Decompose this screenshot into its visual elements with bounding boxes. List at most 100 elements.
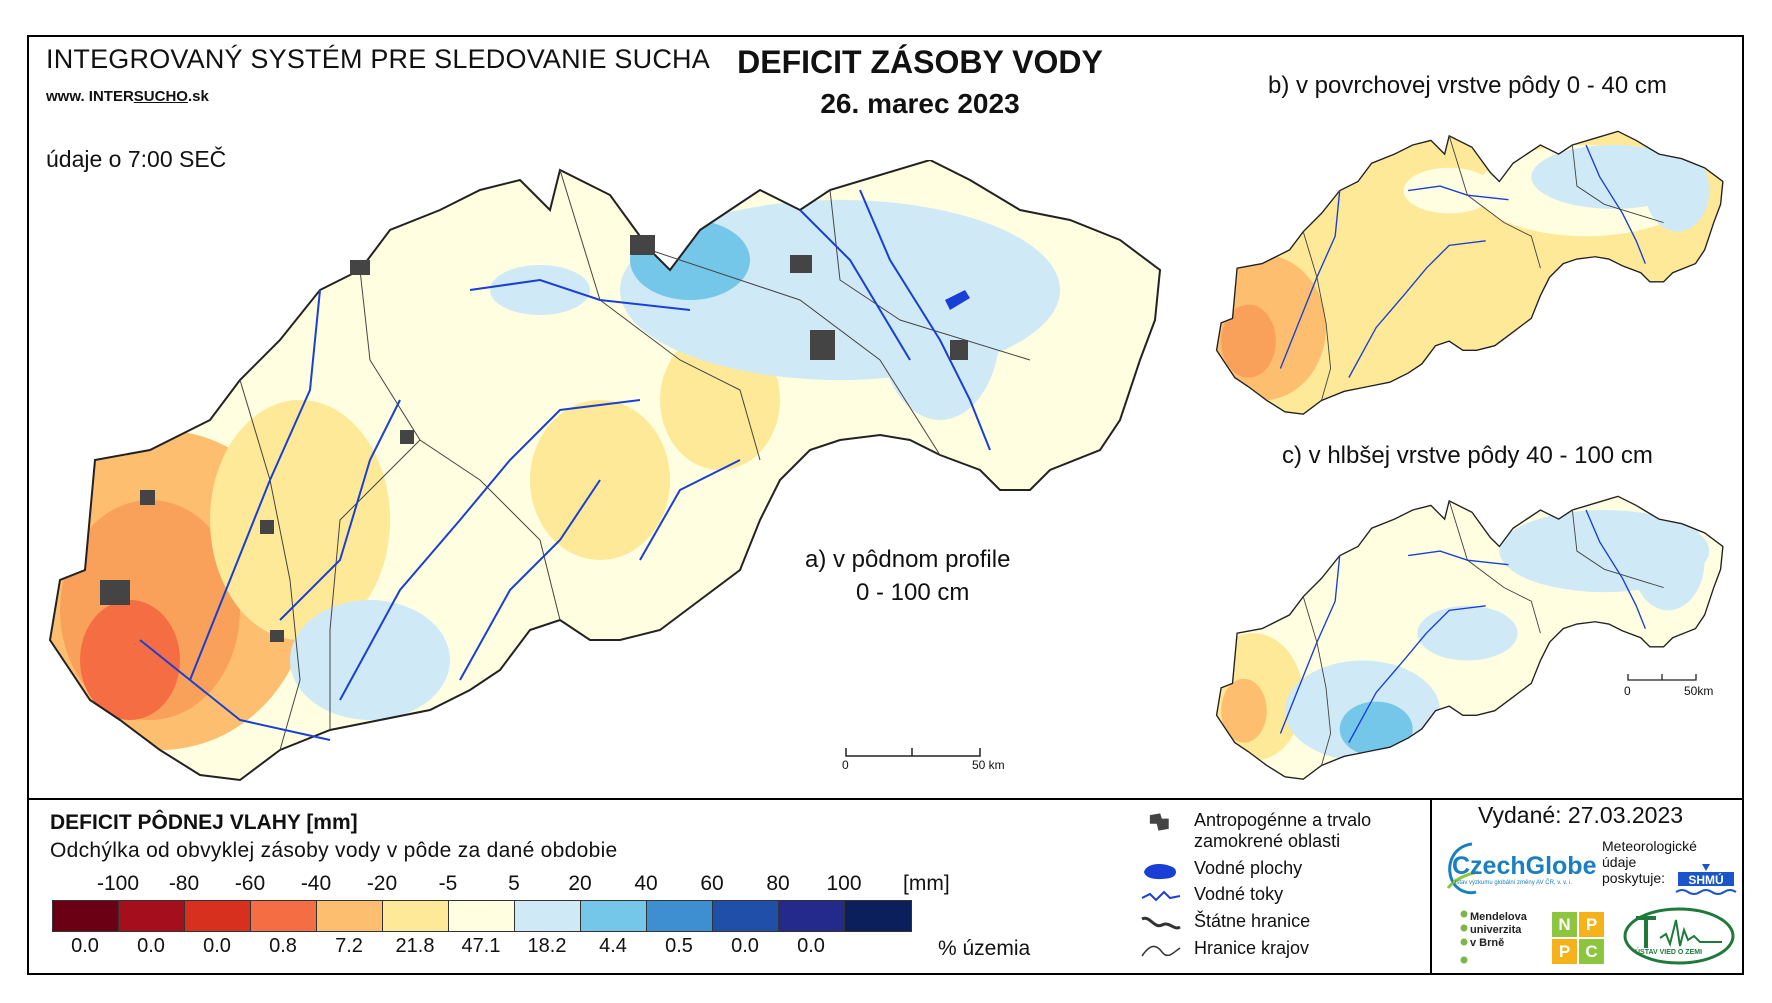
legend-swatch [317,901,383,931]
legend-percentage: 0.0 [203,935,231,957]
scale-bar-main [845,748,981,757]
legend-tick: 40 [634,872,658,895]
map-b-label: b) v povrchovej vrstve pôdy 0 - 40 cm [1268,72,1667,99]
legend-percentage: 0.0 [137,935,165,957]
legend-swatch [185,901,251,931]
system-title: INTEGROVANÝ SYSTÉM PRE SLEDOVANIE SUCHA [46,44,710,74]
legend-state-border: Štátne hranice [1140,911,1310,935]
legend-color-bar [52,900,912,932]
legend-water-body: Vodné plochy [1140,858,1302,882]
legend-tick: 80 [766,872,790,895]
legend-region-border-label: Hranice krajov [1194,938,1310,958]
nppc-letter-n: N [1552,912,1577,937]
uvz-logo-icon [1623,907,1735,965]
legend-percentage: 0.0 [71,935,99,957]
mendel-logo-text: Mendelova univerzita v Brně [1470,911,1527,950]
uvz-logo-text: ÚSTAV VIED O ZEMI [1635,949,1703,956]
scale-bar-small [1627,674,1697,681]
nppc-letter-c: C [1579,939,1604,964]
legend-tick: -80 [168,872,200,895]
site-prefix: www. INTER [46,88,134,105]
legend-percentage: 21.8 [395,935,435,957]
urban-area-icon [1149,813,1169,831]
legend-divider [27,798,1744,800]
scale-main-start: 0 [842,758,849,772]
river-icon [1141,890,1181,902]
legend-urban-area: Antropogénne a trvalo zamokrené oblasti [1140,810,1371,852]
nppc-letter-p1: P [1579,912,1604,937]
legend-tick: -100 [96,872,140,895]
meteo-line-2: údaje [1602,854,1637,870]
legend-tick: -40 [300,872,332,895]
nppc-logo: N P P C [1552,912,1604,964]
legend-river-label: Vodné toky [1194,884,1284,904]
mendel-line-3: v Brně [1470,937,1505,949]
legend-tick: 20 [568,872,592,895]
legend-swatch [647,901,713,931]
legend-urban-label-1: Antropogénne a trvalo [1194,810,1372,830]
legend-percentage: 0.0 [731,935,759,957]
legend-tick: 100 [826,872,862,895]
legend-percentage: 0.0 [797,935,825,957]
shmu-logo-text: SHMÚ [1688,872,1723,887]
legend-percentage: 0.8 [269,935,297,957]
scale-main-end: 50 km [972,758,1005,772]
legend-swatch [581,901,647,931]
legend-percentage: 4.4 [599,935,627,957]
legend-tick: -60 [234,872,266,895]
site-suffix: .sk [187,88,209,105]
legend-unit: [mm] [903,872,950,895]
map-a-depth-label: 0 - 100 cm [856,579,970,606]
meteo-line-1: Meteorologické [1602,838,1697,854]
legend-swatch [449,901,515,931]
legend-region-border: Hranice krajov [1140,938,1309,962]
legend-state-border-label: Štátne hranice [1194,911,1311,931]
legend-percentage: 0.5 [665,935,693,957]
mendel-line-1: Mendelova [1470,911,1527,923]
site-underlined: SUCHO [133,88,188,105]
page-title: DEFICIT ZÁSOBY VODY [737,44,1103,80]
site-link[interactable]: www. INTERSUCHO.sk [46,88,209,105]
legend-swatch [713,901,779,931]
legend-percentage: 7.2 [335,935,363,957]
map-a-label: a) v pôdnom profile [805,546,1011,573]
legend-tick: -5 [438,872,458,895]
legend-swatch [251,901,317,931]
map-b-surface [1215,130,1724,415]
region-border-icon [1141,945,1181,957]
legend-swatch [515,901,581,931]
nppc-letter-p2: P [1552,939,1577,964]
legend-swatch [779,901,845,931]
legend-swatch [845,901,911,931]
map-a-profile [48,160,1162,782]
mendel-logo-icon [1460,910,1468,964]
legend-tick: -20 [366,872,398,895]
state-border-icon [1141,916,1181,930]
data-time: údaje o 7:00 SEČ [46,146,227,172]
legend-tick: 60 [700,872,724,895]
water-body-icon [1144,864,1176,880]
legend-title: DEFICIT PÔDNEJ VLAHY [mm] [50,811,358,834]
legend-subtitle: Odchýlka od obvyklej zásoby vody v pôde … [50,839,618,862]
map-c-deep [1215,495,1724,780]
meteo-line-3: poskytuje: [1602,870,1666,886]
legend-pct-unit: % územia [938,937,1031,960]
issued-divider [1430,798,1432,975]
page-date: 26. marec 2023 [820,88,1020,119]
scale-small-start: 0 [1624,684,1631,698]
mendel-line-2: univerzita [1470,924,1522,936]
legend-water-label: Vodné plochy [1194,858,1303,878]
legend-percentage: 18.2 [527,935,567,957]
shmu-logo-icon: SHMÚ [1675,864,1737,895]
legend-swatch [53,901,119,931]
scale-small-end: 50km [1684,684,1714,698]
legend-swatch [119,901,185,931]
czechglobe-subtitle: Ústav výzkumu globální změny AV ČR, v. v… [1452,880,1573,886]
issued-date: Vydané: 27.03.2023 [1478,802,1684,828]
czechglobe-logo-icon [1446,842,1479,895]
legend-urban-label-2: zamokrené oblasti [1194,831,1341,851]
meteo-provider-text: Meteorologické údaje poskytuje: [1602,838,1697,886]
legend-river: Vodné toky [1140,884,1283,908]
legend-swatch [383,901,449,931]
czechglobe-logo-text: CzechGlobe [1452,852,1597,880]
